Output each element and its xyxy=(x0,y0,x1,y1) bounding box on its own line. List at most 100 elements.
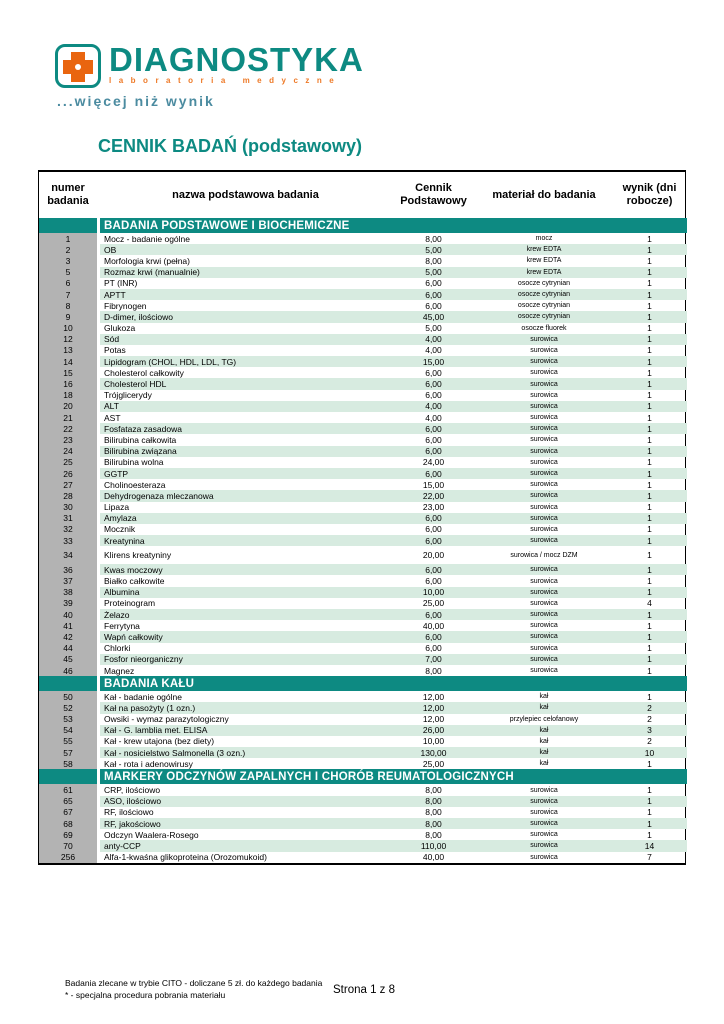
table-body: BADANIA PODSTAWOWE I BIOCHEMICZNE 1 Mocz -… xyxy=(39,218,687,863)
price-value: 5,00 xyxy=(391,244,476,256)
table-row: 68 RF, jakościowo 8,00 surowica 1 xyxy=(39,818,687,830)
material-value: surowica xyxy=(530,391,558,399)
material-value: surowica xyxy=(476,795,612,807)
table-row: 50 Kał - badanie ogólne 12,00 kał 1 xyxy=(39,691,685,703)
price-value: 6,00 xyxy=(391,535,476,547)
days-value: 1 xyxy=(647,479,652,490)
row-number: 9 xyxy=(39,311,97,323)
footnote-cito: Badania zlecane w trybie CITO - doliczan… xyxy=(65,978,323,988)
days-value: 1 xyxy=(612,400,687,412)
days-value: 1 xyxy=(612,333,687,345)
row-number: 52 xyxy=(39,702,97,714)
table-row: 41 Ferrytyna 40,00 surowica 1 xyxy=(39,620,685,632)
material-value: surowica xyxy=(476,564,612,576)
test-name: RF, jakościowo xyxy=(100,818,391,830)
days-value: 3 xyxy=(612,724,687,736)
row-number: 40 xyxy=(39,609,97,621)
test-name: Trójglicerydy xyxy=(104,390,152,401)
row-number: 6 xyxy=(39,277,97,289)
material-value: surowica xyxy=(530,346,558,354)
test-name: ALT xyxy=(100,400,391,412)
table-row: 30 Lipaza 23,00 surowica 1 xyxy=(39,501,685,513)
material-value: surowica xyxy=(476,356,612,368)
table-row: 61 CRP, ilościowo 8,00 surowica 1 xyxy=(39,784,685,796)
test-name: APTT xyxy=(100,288,391,301)
row-number: 41 xyxy=(39,620,97,632)
table-row: 40 Żelazo 6,00 surowica 1 xyxy=(39,609,687,621)
table-row: 12 Sód 4,00 surowica 1 xyxy=(39,333,687,345)
material-value: surowica xyxy=(476,490,612,502)
test-name: Kał - krew utajona (bez diety) xyxy=(104,736,215,747)
row-number: 8 xyxy=(39,300,97,312)
column-header-nazwa: nazwa podstawowa badania xyxy=(172,188,319,201)
row-number: 25 xyxy=(39,456,97,468)
test-name: Kreatynina xyxy=(100,535,391,547)
test-name: Kał - rota i adenowirusy xyxy=(104,758,193,769)
days-value: 1 xyxy=(647,390,652,401)
row-number: 53 xyxy=(39,713,97,725)
price-value: 23,00 xyxy=(422,502,445,513)
table-row: 2 OB 5,00 krew EDTA 1 xyxy=(39,244,687,256)
price-value: 6,00 xyxy=(391,609,476,621)
material-value: surowica xyxy=(476,840,612,852)
days-value: 1 xyxy=(647,323,652,334)
row-number: 26 xyxy=(39,467,97,480)
price-value: 6,00 xyxy=(391,423,476,435)
table-row: 9 D-dimer, ilościowo 45,00 osocze cytrynian… xyxy=(39,311,687,323)
table-row: 36 Kwas moczowy 6,00 surowica 1 xyxy=(39,564,687,576)
table-row: 26 GGTP 6,00 surowica 1 xyxy=(39,467,687,480)
material-value: surowica xyxy=(530,622,558,630)
table-row: 54 Kał - G. lamblia met. ELISA 26,00 kał 3 xyxy=(39,724,687,736)
page-title: CENNIK BADAŃ (podstawowy) xyxy=(98,136,362,156)
row-number: 30 xyxy=(39,501,97,513)
row-number: 18 xyxy=(39,389,97,401)
table-row: 58 Kał - rota i adenowirusy 25,00 kał 1 xyxy=(39,758,685,770)
table-row: 42 Wapń całkowity 6,00 surowica 1 xyxy=(39,631,687,643)
row-number: 55 xyxy=(39,735,97,748)
section-header-row: MARKERY ODCZYNÓW ZAPALNYCH I CHORÓB REUM… xyxy=(39,769,687,785)
material-value: surowica xyxy=(530,414,558,422)
table-row: 256 Alfa-1-kwaśna glikoproteina (Orozomuk… xyxy=(39,851,685,863)
material-value: surowica xyxy=(476,467,612,480)
price-value: 4,00 xyxy=(391,400,476,412)
price-value: 6,00 xyxy=(425,367,442,378)
table-row: 25 Bilirubina wolna 24,00 surowica 1 xyxy=(39,456,685,468)
test-name: Proteinogram xyxy=(104,598,156,609)
price-value: 8,00 xyxy=(425,255,442,266)
section-number-cell xyxy=(39,676,97,692)
days-value: 1 xyxy=(647,620,652,631)
material-value: krew EDTA xyxy=(526,257,562,265)
days-value: 2 xyxy=(647,736,652,747)
days-value: 1 xyxy=(647,434,652,445)
test-name: Owsiki - wymaz parazytologiczny xyxy=(104,714,229,725)
row-number: 7 xyxy=(39,288,97,301)
row-number: 16 xyxy=(39,378,97,390)
material-value: surowica xyxy=(530,369,558,377)
days-value: 1 xyxy=(647,278,652,289)
row-number: 45 xyxy=(39,653,97,665)
row-number: 69 xyxy=(39,829,97,841)
column-header-wynik: wynik (dni robocze) xyxy=(622,182,677,207)
test-name: AST xyxy=(104,412,121,423)
table-row: 46 Magnez 8,00 surowica 1 xyxy=(39,664,685,677)
price-value: 40,00 xyxy=(422,852,445,863)
days-value: 1 xyxy=(612,490,687,502)
row-number: 2 xyxy=(39,244,97,256)
material-value: kał xyxy=(476,702,612,714)
days-value: 1 xyxy=(647,691,652,702)
section-header-row: BADANIA PODSTAWOWE I BIOCHEMICZNE xyxy=(39,218,687,233)
material-value: surowica xyxy=(530,786,558,794)
row-number: 5 xyxy=(39,266,97,278)
table-row: 70 anty-CCP 110,00 surowica 14 xyxy=(39,840,687,852)
test-name: Potas xyxy=(104,345,126,356)
test-name: Ferrytyna xyxy=(104,620,140,631)
table-row: 6 PT (INR) 6,00 osocze cytrynian 1 xyxy=(39,277,685,289)
test-name: GGTP xyxy=(100,467,391,480)
test-name: Magnez xyxy=(104,665,135,676)
days-value: 1 xyxy=(647,643,652,654)
price-value: 10,00 xyxy=(422,736,445,747)
section-title: MARKERY ODCZYNÓW ZAPALNYCH I CHORÓB REUM… xyxy=(100,769,687,785)
material-value: surowica xyxy=(530,503,558,511)
price-value: 6,00 xyxy=(391,631,476,643)
days-value: 1 xyxy=(647,345,652,356)
